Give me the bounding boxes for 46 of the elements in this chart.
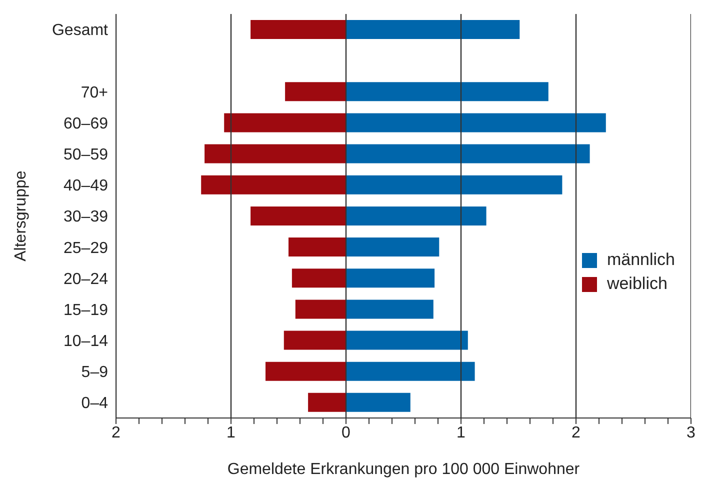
y-tick-label: Gesamt xyxy=(52,22,109,40)
y-tick-label: 40–49 xyxy=(64,178,108,195)
y-tick-label: 60–69 xyxy=(64,115,108,132)
y-tick-label: 30–39 xyxy=(64,208,108,226)
bar xyxy=(346,206,486,226)
bar xyxy=(346,238,440,257)
x-tick-label: 1 xyxy=(226,424,236,442)
bar xyxy=(346,392,410,412)
y-tick-label: 0–4 xyxy=(81,395,108,412)
bar xyxy=(346,144,590,164)
bar xyxy=(346,20,520,39)
x-tick-label: 3 xyxy=(686,424,696,442)
y-tick-label: 70+ xyxy=(80,84,108,102)
bar xyxy=(308,392,346,412)
bar xyxy=(285,82,346,102)
bar xyxy=(250,206,346,226)
y-tick-label: 25–29 xyxy=(64,240,108,257)
bar xyxy=(266,362,346,381)
bar xyxy=(346,113,606,132)
bar xyxy=(224,113,346,132)
bar xyxy=(288,238,346,257)
y-tick-label: 10–14 xyxy=(64,332,108,350)
bar xyxy=(201,175,346,194)
y-tick-label: 50–59 xyxy=(64,146,108,164)
x-tick-label: 2 xyxy=(112,424,121,442)
bar xyxy=(346,300,434,319)
x-tick-label: 1 xyxy=(456,424,466,442)
x-axis-title: Gemeldete Erkrankungen pro 100 000 Einwohner xyxy=(227,461,580,478)
bar xyxy=(346,330,468,350)
x-tick-label: 0 xyxy=(342,424,351,442)
y-axis-title: Altersgruppe xyxy=(12,170,30,262)
y-tick-label: 15–19 xyxy=(64,302,108,319)
bar xyxy=(250,20,346,39)
bar xyxy=(295,300,346,319)
y-tick-label: 20–24 xyxy=(64,270,108,288)
bar xyxy=(292,268,346,288)
y-tick-label: 5–9 xyxy=(81,364,108,382)
bar xyxy=(346,268,435,288)
bar xyxy=(204,144,346,164)
legend-label: männlich xyxy=(606,249,675,271)
legend-label: weiblich xyxy=(606,273,668,295)
bar xyxy=(346,175,562,194)
bar xyxy=(346,362,475,381)
bar xyxy=(346,82,548,102)
bar xyxy=(284,330,346,350)
x-tick-label: 2 xyxy=(572,424,581,442)
